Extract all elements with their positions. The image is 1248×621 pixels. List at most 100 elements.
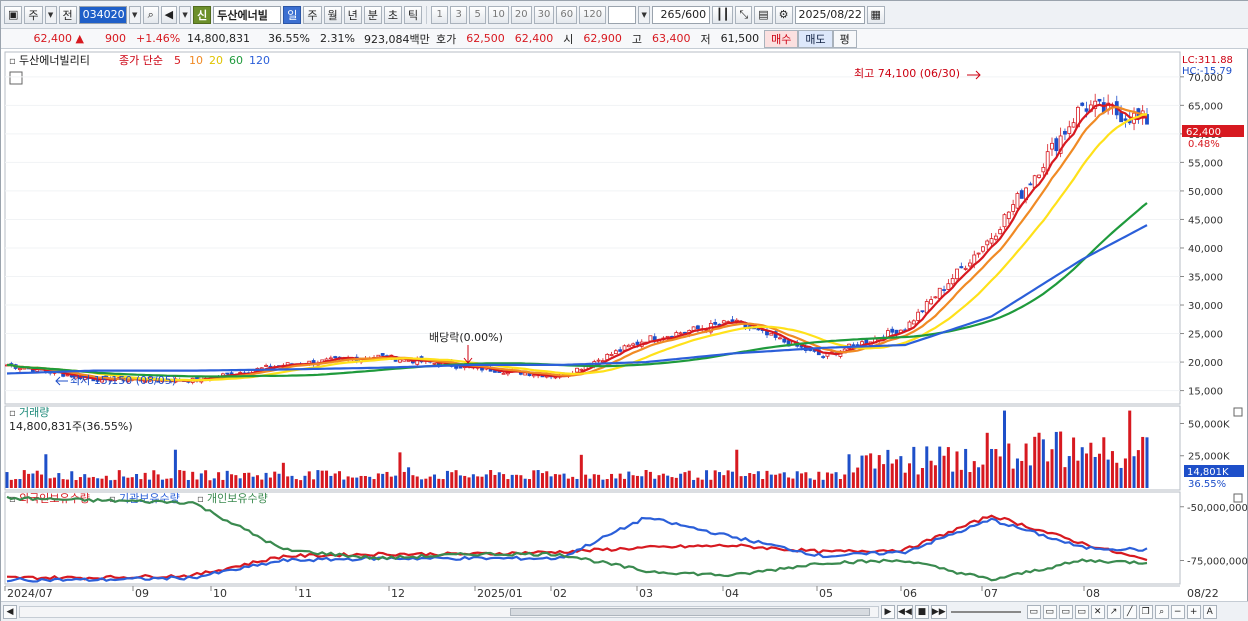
zoom-fit-icon[interactable]: ⤡ [735, 5, 753, 24]
volume-bar [981, 464, 985, 488]
volume-bar [873, 468, 877, 488]
zoom-slider[interactable] [950, 610, 1021, 613]
holding-line-0 [6, 514, 1148, 581]
period-type-button[interactable]: 주 [24, 5, 43, 24]
volume-close-icon[interactable] [1233, 407, 1243, 417]
volume-bar [415, 476, 419, 488]
volume-bar [230, 474, 234, 488]
table-toggle-icon[interactable] [9, 71, 23, 85]
stock-name-field[interactable]: 두산에너빌 [213, 5, 282, 24]
volume-bar [471, 474, 475, 488]
buy-button[interactable]: 매수 [764, 29, 799, 48]
interval-1[interactable]: 1 [431, 5, 449, 24]
volume-bar [834, 472, 838, 488]
interval-3[interactable]: 3 [450, 5, 468, 24]
interval-30[interactable]: 30 [533, 5, 555, 24]
speaker-dropdown[interactable]: ▼ [179, 5, 192, 24]
candle-body [1028, 183, 1033, 186]
copy-icon[interactable]: ❐ [1138, 604, 1153, 619]
tab-second[interactable]: 초 [383, 5, 402, 24]
forward-icon[interactable]: ▶▶ [930, 604, 947, 619]
scroll-thumb[interactable] [510, 607, 870, 616]
volume-bar [726, 470, 730, 488]
interval-20[interactable]: 20 [510, 5, 532, 24]
candle-body [963, 267, 968, 270]
period-type-dropdown[interactable]: ▼ [44, 5, 57, 24]
prev-button[interactable]: 전 [58, 5, 77, 24]
custom-interval-dropdown[interactable]: ▼ [638, 5, 651, 24]
font-size-icon[interactable]: A [1202, 604, 1217, 619]
holding-tick-label: -75,000,000 [1187, 557, 1248, 568]
price-tick-label: 35,000 [1188, 272, 1223, 283]
volume-bar [730, 471, 734, 488]
sell-button[interactable]: 매도 [798, 29, 833, 48]
candle-body [225, 372, 230, 375]
volume-bar [424, 478, 428, 488]
save-icon[interactable]: ▤ [754, 5, 773, 24]
play-icon[interactable]: ▶ [881, 604, 895, 619]
tab-daily[interactable]: 일 [283, 5, 302, 24]
minus-icon[interactable]: − [1170, 604, 1185, 619]
interval-60[interactable]: 60 [556, 5, 578, 24]
custom-interval-input[interactable] [608, 5, 637, 24]
stock-code-dropdown[interactable]: ▼ [128, 5, 141, 24]
line-icon[interactable]: ╱ [1122, 604, 1137, 619]
scroll-track[interactable] [19, 605, 879, 618]
x-tick-label: 07 [984, 587, 998, 600]
volume-bar [756, 471, 760, 488]
calendar-icon[interactable]: ▦ [866, 5, 885, 24]
date-input[interactable]: 2025/08/22 [794, 5, 865, 24]
stop-icon[interactable]: ■ [914, 604, 929, 619]
interval-120[interactable]: 120 [579, 5, 607, 24]
volume-bar [169, 478, 173, 488]
tab-minute[interactable]: 분 [363, 5, 382, 24]
candle-type-icon[interactable]: ┃┃ [712, 5, 734, 24]
candle-body [432, 362, 437, 365]
volume-bar [290, 475, 294, 488]
volume-bar [376, 473, 380, 488]
volume-bar [65, 479, 69, 488]
interval-5[interactable]: 5 [469, 5, 487, 24]
draw-icon[interactable]: ↗ [1106, 604, 1121, 619]
layout-icon-3[interactable]: ▭ [1058, 604, 1073, 619]
volume-bar [800, 473, 804, 488]
count-input[interactable]: 265/600 [652, 5, 711, 24]
search-icon[interactable]: ⌕ [142, 5, 159, 24]
chart-svg[interactable]: ▫ 두산에너빌리티 종가 단순 5 10 20 60 120 70,000 65,… [1, 50, 1248, 601]
tab-monthly[interactable]: 월 [323, 5, 342, 24]
zoom-icon[interactable]: ⌕ [1154, 604, 1169, 619]
volume-bar [1136, 450, 1140, 488]
chart-area[interactable]: ▫ 두산에너빌리티 종가 단순 5 10 20 60 120 70,000 65,… [1, 50, 1248, 601]
volume-bar [476, 476, 480, 488]
x-tick-label: 04 [725, 587, 739, 600]
window-menu-icon[interactable]: ▣ [4, 5, 23, 24]
layout-icon-2[interactable]: ▭ [1042, 604, 1057, 619]
rewind-icon[interactable]: ◀◀ [897, 604, 913, 619]
layout-icon-4[interactable]: ▭ [1074, 604, 1089, 619]
volume-bar [990, 448, 994, 488]
tab-weekly[interactable]: 주 [303, 5, 322, 24]
volume-bar [527, 479, 532, 488]
gear-icon[interactable]: ⚙ [774, 5, 793, 24]
low-label: 저 [700, 32, 711, 46]
interval-10[interactable]: 10 [488, 5, 509, 24]
volume-bar [601, 479, 605, 488]
speaker-icon[interactable]: ◀ [160, 5, 178, 24]
layout-icon-1[interactable]: ▭ [1026, 604, 1041, 619]
eval-button[interactable]: 평 [832, 29, 857, 48]
scroll-left-icon[interactable]: ◀ [3, 604, 17, 619]
legend-ma120: 120 [249, 54, 270, 67]
candle-body [596, 359, 601, 362]
volume-value: 14,800,831 [187, 32, 250, 45]
x-tick-label: 02 [553, 587, 567, 600]
holding-close-icon[interactable] [1233, 493, 1243, 503]
plus-icon[interactable]: + [1186, 604, 1201, 619]
volume-bar [277, 473, 281, 488]
tab-tick[interactable]: 틱 [404, 5, 423, 24]
candle-body [221, 373, 225, 376]
cross-icon[interactable]: ✕ [1090, 604, 1105, 619]
candle-body [398, 359, 402, 363]
tab-yearly[interactable]: 년 [343, 5, 362, 24]
stock-code-input[interactable]: 034020 [78, 5, 127, 24]
